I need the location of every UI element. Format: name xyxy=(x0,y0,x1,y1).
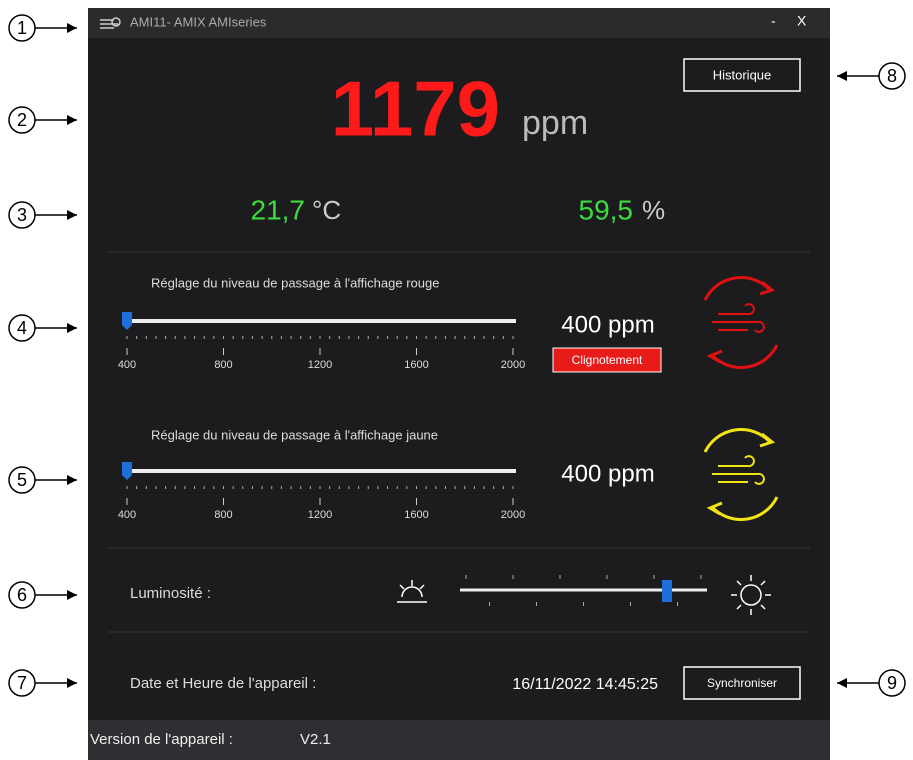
callout-number: 5 xyxy=(17,470,27,490)
tick-label: 1200 xyxy=(308,359,332,371)
datetime-value: 16/11/2022 14:45:25 xyxy=(512,676,658,693)
yellow-fan-icon xyxy=(703,428,779,521)
history-label: Historique xyxy=(713,67,772,82)
red-fan-icon xyxy=(703,276,779,369)
arrow-head xyxy=(67,678,77,688)
app-icon xyxy=(100,17,121,29)
arrow-head xyxy=(67,23,77,33)
co2-unit: ppm xyxy=(522,104,588,142)
arrow-head xyxy=(67,210,77,220)
blink-button[interactable] xyxy=(552,347,662,373)
brightness-label: Luminosité : xyxy=(130,585,211,602)
arrow-head xyxy=(67,475,77,485)
humidity-unit: % xyxy=(642,195,665,225)
tick-label: 2000 xyxy=(501,509,525,521)
slider-thumb[interactable] xyxy=(122,312,132,330)
brightness-ticks xyxy=(465,575,702,606)
arrow-head xyxy=(67,323,77,333)
footer xyxy=(88,720,830,760)
callout-number: 1 xyxy=(17,18,27,38)
tick-label: 1600 xyxy=(404,509,428,521)
sync-button[interactable] xyxy=(683,666,801,700)
red-slider-label: Réglage du niveau de passage à l'afficha… xyxy=(151,275,439,290)
callout-number: 3 xyxy=(17,205,27,225)
sync-label: Synchroniser xyxy=(707,676,777,690)
tick-label: 1600 xyxy=(404,359,428,371)
callout-number: 4 xyxy=(17,318,27,338)
window xyxy=(88,8,830,760)
title-bar xyxy=(88,8,830,38)
co2-value: 1179 xyxy=(331,65,500,153)
callout-number: 8 xyxy=(887,66,897,86)
tick-label: 1200 xyxy=(308,509,332,521)
arrow-head xyxy=(837,71,847,81)
callout-number: 2 xyxy=(17,110,27,130)
arrow-head xyxy=(67,115,77,125)
arrow-head xyxy=(67,590,77,600)
version-value: V2.1 xyxy=(300,731,331,748)
window-title: AMI11- AMIX AMIseries xyxy=(130,14,267,29)
brightness-thumb[interactable] xyxy=(662,580,672,602)
temperature: 21,7 xyxy=(251,194,306,225)
callout-number: 9 xyxy=(887,673,897,693)
temperature-unit: °C xyxy=(312,195,341,225)
minimize-button[interactable]: - xyxy=(771,13,776,29)
arrow-head xyxy=(837,678,847,688)
tick-label: 2000 xyxy=(501,359,525,371)
version-label: Version de l'appareil : xyxy=(90,731,233,748)
sun-high-icon xyxy=(731,575,771,615)
blink-label: Clignotement xyxy=(572,353,643,367)
sun-low-icon xyxy=(397,580,427,603)
humidity: 59,5 xyxy=(579,194,634,225)
close-button[interactable]: X xyxy=(797,13,807,29)
history-button[interactable] xyxy=(683,58,801,92)
tick-label: 800 xyxy=(214,509,232,521)
red-readout: 400 ppm xyxy=(561,311,654,338)
tick-label: 800 xyxy=(214,359,232,371)
datetime-label: Date et Heure de l'appareil : xyxy=(130,675,316,692)
callout-number: 7 xyxy=(17,673,27,693)
tick-label: 400 xyxy=(118,359,136,371)
yellow-slider-label: Réglage du niveau de passage à l'afficha… xyxy=(151,427,438,442)
tick-label: 400 xyxy=(118,509,136,521)
yellow-readout: 400 ppm xyxy=(561,460,654,487)
slider-thumb[interactable] xyxy=(122,462,132,480)
callout-number: 6 xyxy=(17,585,27,605)
